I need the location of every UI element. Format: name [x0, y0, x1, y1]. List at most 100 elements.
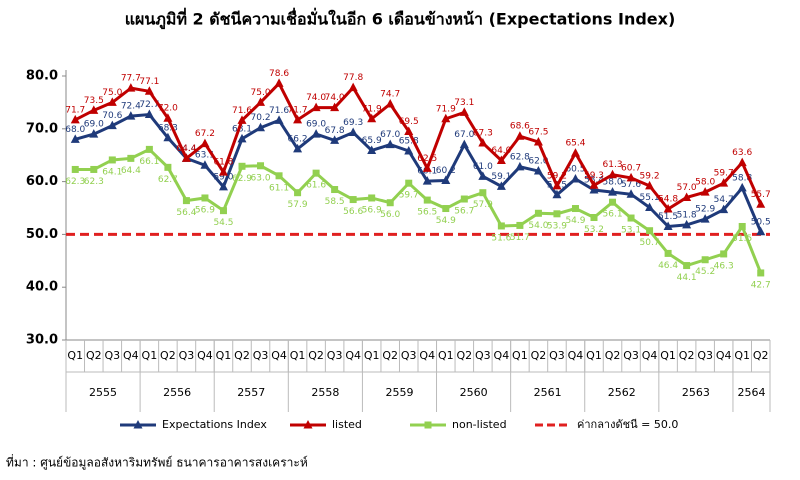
data-label: 60.5	[565, 164, 585, 174]
point-marker	[701, 256, 709, 264]
x-tick-label: Q4	[419, 349, 435, 362]
data-label: 71.7	[288, 105, 308, 115]
point-marker	[126, 83, 136, 92]
year-label: 2562	[608, 386, 636, 399]
point-marker	[256, 122, 266, 132]
x-tick-label: Q3	[623, 349, 639, 362]
x-tick-label: Q2	[679, 349, 695, 362]
point-marker	[700, 214, 710, 223]
data-label: 62.3	[65, 177, 85, 187]
data-label: 59.7	[714, 169, 734, 179]
point-marker	[682, 192, 692, 201]
point-marker	[257, 162, 265, 170]
x-tick-label: Q3	[104, 349, 120, 362]
point-marker	[126, 111, 136, 120]
point-marker	[256, 97, 266, 106]
data-label: 71.6	[269, 106, 289, 116]
data-label: 67.0	[380, 130, 400, 140]
year-label: 2556	[163, 386, 191, 399]
data-label: 62.8	[510, 152, 530, 162]
data-label: 51.5	[732, 234, 752, 244]
point-marker	[719, 204, 729, 214]
data-label: 73.5	[84, 96, 104, 106]
point-marker	[219, 207, 227, 215]
x-tick-label: Q1	[512, 349, 528, 362]
point-marker	[107, 120, 117, 130]
point-marker	[164, 163, 172, 171]
point-marker	[700, 187, 710, 196]
year-label: 2557	[237, 386, 265, 399]
x-tick-label: Q4	[123, 349, 139, 362]
data-label: 72.4	[121, 102, 141, 112]
data-label: 72.0	[158, 104, 178, 114]
data-label: 59.7	[399, 191, 419, 201]
point-marker	[367, 145, 377, 154]
point-marker	[553, 210, 561, 218]
point-marker	[200, 138, 210, 148]
point-marker	[627, 214, 635, 222]
point-marker	[108, 156, 116, 164]
data-label: 69.3	[343, 118, 363, 128]
data-label: 77.7	[121, 74, 141, 84]
x-tick-label: Q1	[67, 349, 83, 362]
data-label: 60.2	[436, 166, 456, 176]
x-tick-label: Q3	[327, 349, 343, 362]
x-tick-label: Q2	[382, 349, 398, 362]
point-marker	[441, 175, 451, 185]
point-marker	[756, 226, 766, 236]
x-tick-label: Q1	[364, 349, 380, 362]
data-label: 56.9	[195, 205, 215, 215]
point-marker	[107, 97, 117, 106]
y-tick-label: 40.0	[26, 280, 58, 295]
x-tick-label: Q4	[271, 349, 287, 362]
point-marker	[608, 169, 618, 179]
point-marker	[515, 131, 525, 140]
data-label: 54.5	[213, 218, 233, 228]
data-label: 71.7	[65, 105, 85, 115]
point-marker	[144, 86, 154, 95]
data-label: 69.0	[306, 120, 326, 130]
data-label: 54.0	[528, 221, 548, 231]
data-label: 59.1	[491, 172, 511, 182]
data-label: 60.7	[621, 163, 641, 173]
legend-marker	[424, 421, 432, 429]
point-marker	[720, 250, 728, 258]
data-label: 55.1	[640, 193, 660, 203]
y-tick-label: 30.0	[26, 333, 58, 348]
chart-title: แผนภูมิที่ 2 ดัชนีความเชื่อมั่นในอีก 6 เ…	[125, 8, 676, 31]
point-marker	[534, 209, 542, 217]
point-marker	[238, 162, 246, 170]
point-marker	[311, 129, 321, 138]
point-marker	[533, 137, 543, 146]
data-label: 68.3	[158, 123, 178, 133]
data-label: 78.6	[269, 69, 289, 79]
point-marker	[533, 166, 543, 175]
data-label: 54.9	[436, 216, 456, 226]
point-marker	[442, 205, 450, 213]
point-marker	[719, 178, 729, 187]
source-note: ที่มา : ศูนย์ข้อมูลอสังหาริมทรัพย์ ธนาคา…	[6, 454, 308, 471]
data-label: 52.9	[695, 205, 715, 215]
y-tick-label: 60.0	[26, 174, 58, 189]
legend-marker	[133, 420, 143, 429]
x-tick-label: Q4	[568, 349, 584, 362]
point-marker	[70, 134, 80, 143]
point-marker	[368, 194, 376, 202]
data-label: 61.8	[213, 158, 233, 168]
x-tick-label: Q1	[660, 349, 676, 362]
data-label: 56.5	[417, 208, 437, 218]
point-marker	[182, 197, 190, 205]
x-tick-label: Q2	[308, 349, 324, 362]
legend-label: ค่ากลางดัชนี = 50.0	[577, 418, 678, 431]
point-marker	[460, 195, 468, 203]
data-label: 62.9	[232, 174, 252, 184]
point-marker	[459, 139, 469, 149]
data-label: 62.3	[84, 177, 104, 187]
legend-label: non-listed	[452, 418, 507, 431]
point-marker	[570, 173, 580, 183]
point-marker	[756, 199, 766, 208]
data-label: 66.1	[139, 157, 159, 167]
point-marker	[200, 160, 210, 169]
data-label: 56.9	[362, 205, 382, 215]
x-tick-label: Q3	[475, 349, 491, 362]
